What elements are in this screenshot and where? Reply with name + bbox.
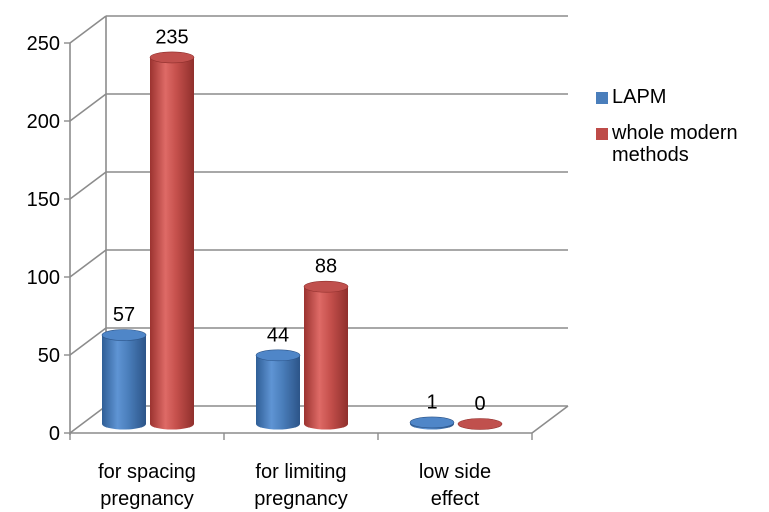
y-tick-label: 100 bbox=[27, 267, 60, 289]
data-label: 235 bbox=[155, 26, 188, 48]
y-tick-label: 0 bbox=[49, 423, 60, 445]
x-tick-label: for spacing bbox=[98, 461, 196, 483]
y-tick-label: 200 bbox=[27, 111, 60, 133]
gridline-depth bbox=[69, 249, 107, 278]
bar-top bbox=[255, 349, 301, 362]
data-label: 44 bbox=[267, 324, 289, 346]
data-label: 57 bbox=[113, 304, 135, 326]
bar-whole-modern-methods bbox=[303, 280, 349, 430]
bar-top bbox=[149, 51, 195, 64]
bar-top bbox=[409, 416, 455, 429]
bar-whole-modern-methods bbox=[149, 51, 195, 430]
x-tick-label: low side bbox=[419, 461, 491, 483]
bar-body bbox=[150, 57, 194, 430]
y-tick-label: 150 bbox=[27, 189, 60, 211]
bar-top bbox=[303, 280, 349, 293]
legend-swatch-lapm bbox=[596, 92, 608, 104]
gridline-depth bbox=[69, 405, 107, 434]
x-tick-label: effect bbox=[431, 488, 480, 510]
x-tick-label: for limiting bbox=[255, 461, 346, 483]
gridline-depth bbox=[69, 93, 107, 122]
data-label: 88 bbox=[315, 256, 337, 278]
axes: 0 50 100 150 200 250 for spacing pregnancy for l… bbox=[27, 33, 533, 510]
gridline-depth bbox=[69, 327, 107, 356]
x-tick-label: pregnancy bbox=[254, 488, 347, 510]
bar-body bbox=[256, 355, 300, 430]
legend-label: whole modern methods bbox=[612, 122, 738, 166]
y-tick-label: 250 bbox=[27, 33, 60, 55]
bars bbox=[101, 51, 503, 430]
floor-right-edge bbox=[531, 405, 569, 434]
data-labels: 57 44 1 235 88 0 bbox=[113, 26, 486, 415]
bar-body bbox=[102, 335, 146, 430]
legend: LAPM whole modern methods bbox=[596, 86, 766, 180]
legend-swatch-whole-modern-methods bbox=[596, 128, 608, 140]
bar-body bbox=[304, 286, 348, 430]
bar-top bbox=[457, 418, 503, 430]
bar-lapm bbox=[255, 349, 301, 430]
gridline-depth bbox=[69, 171, 107, 200]
y-tick-label: 50 bbox=[38, 345, 60, 367]
bar-lapm bbox=[409, 416, 455, 430]
legend-label: LAPM bbox=[612, 86, 667, 108]
data-label: 0 bbox=[474, 393, 485, 415]
legend-item-whole-modern-methods: whole modern methods bbox=[596, 122, 766, 166]
bar-top bbox=[101, 329, 147, 341]
x-tick-label: pregnancy bbox=[100, 488, 193, 510]
legend-item-lapm: LAPM bbox=[596, 86, 766, 108]
bar-whole-modern-methods bbox=[457, 418, 503, 430]
bar-lapm bbox=[101, 329, 147, 430]
data-label: 1 bbox=[426, 391, 437, 413]
gridline-depth bbox=[69, 15, 107, 44]
